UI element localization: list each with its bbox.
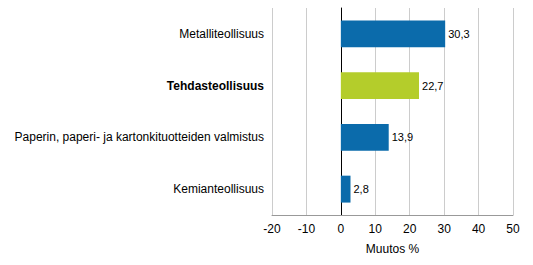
- svg-text:Tehdasteollisuus: Tehdasteollisuus: [167, 79, 264, 93]
- svg-text:30,3: 30,3: [448, 28, 469, 40]
- svg-text:-20: -20: [263, 222, 281, 236]
- svg-text:Paperin, paperi- ja kartonkitu: Paperin, paperi- ja kartonkituotteiden v…: [15, 130, 264, 144]
- svg-text:-10: -10: [298, 222, 316, 236]
- svg-text:30: 30: [437, 222, 451, 236]
- svg-text:0: 0: [338, 222, 345, 236]
- svg-text:13,9: 13,9: [392, 131, 413, 143]
- svg-text:22,7: 22,7: [422, 80, 443, 92]
- svg-text:Muutos %: Muutos %: [366, 242, 420, 256]
- svg-text:40: 40: [472, 222, 486, 236]
- svg-text:2,8: 2,8: [353, 183, 368, 195]
- svg-text:10: 10: [369, 222, 383, 236]
- svg-text:Kemianteollisuus: Kemianteollisuus: [173, 182, 264, 196]
- svg-text:20: 20: [403, 222, 417, 236]
- svg-text:50: 50: [506, 222, 520, 236]
- svg-text:Metalliteollisuus: Metalliteollisuus: [179, 27, 264, 41]
